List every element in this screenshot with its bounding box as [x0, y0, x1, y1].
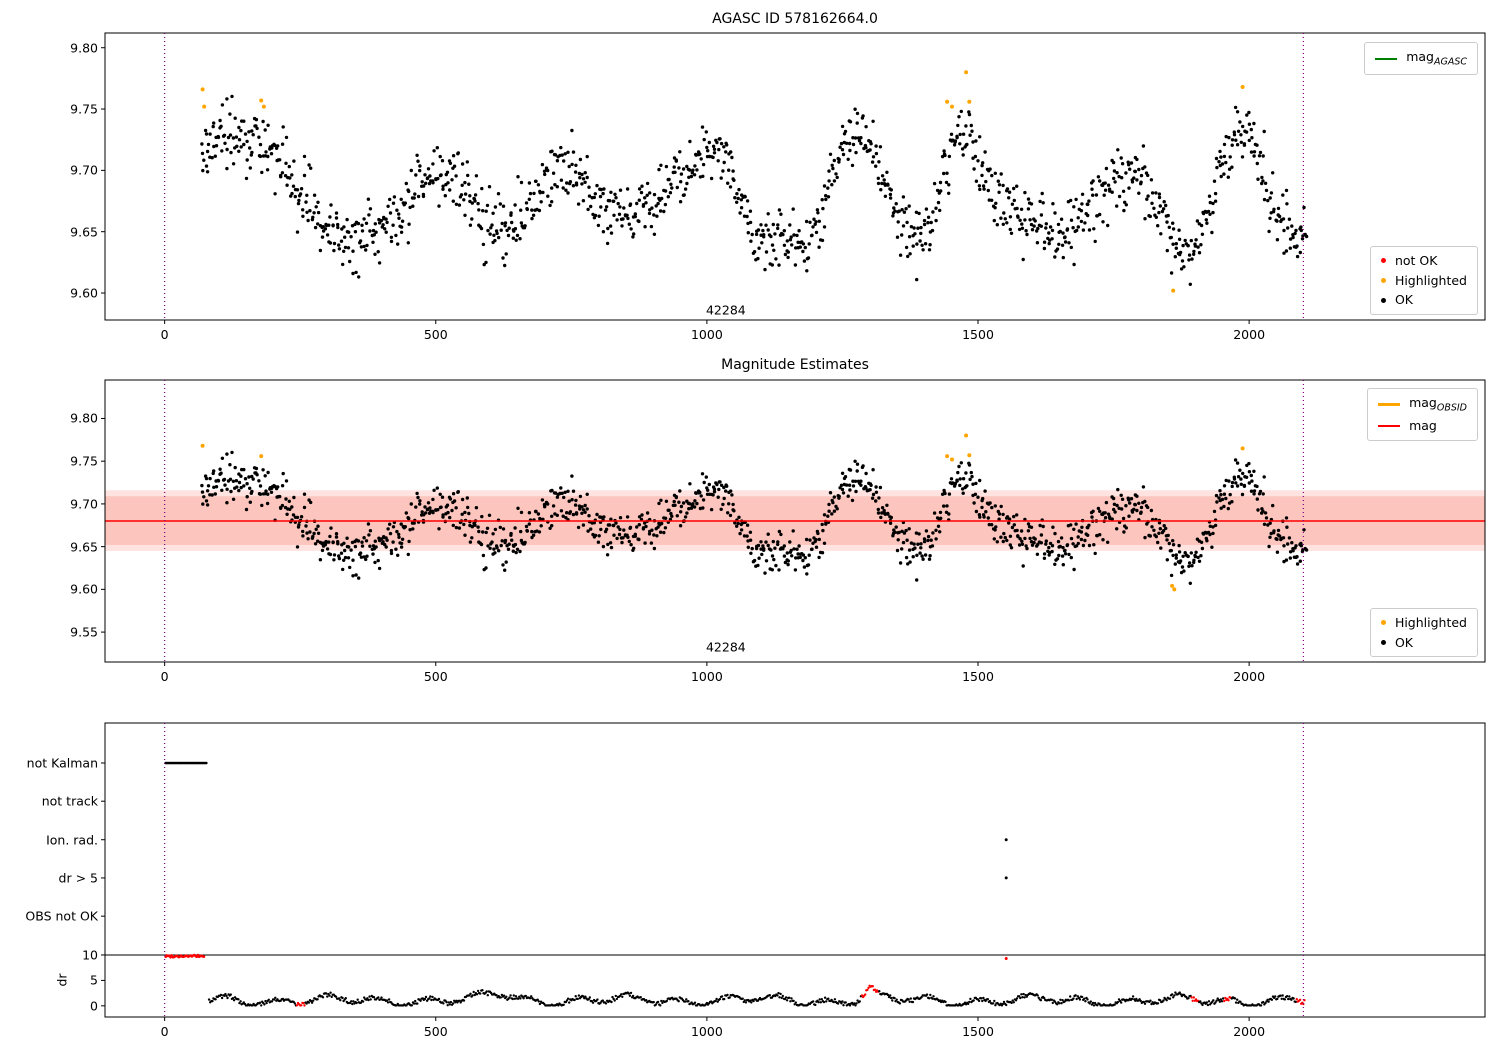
axes-spine-agasc [104, 32, 1486, 321]
highlighted-points [200, 70, 1245, 293]
axes-spine-magnitude-estimates [104, 379, 1486, 663]
flag-points [164, 761, 1008, 880]
highlighted-points [200, 433, 1245, 592]
dr-trace [207, 984, 1306, 1007]
plot-flags [105, 761, 1485, 1007]
axes-flags [101, 722, 1486, 1021]
plot-magnitude-estimates [101, 379, 1486, 666]
ok-points [200, 450, 1309, 585]
plot-agasc [101, 32, 1486, 324]
dr-not-ok-points [164, 953, 1008, 960]
axes-spine-flags [104, 722, 1486, 1018]
ok-points [200, 94, 1309, 286]
